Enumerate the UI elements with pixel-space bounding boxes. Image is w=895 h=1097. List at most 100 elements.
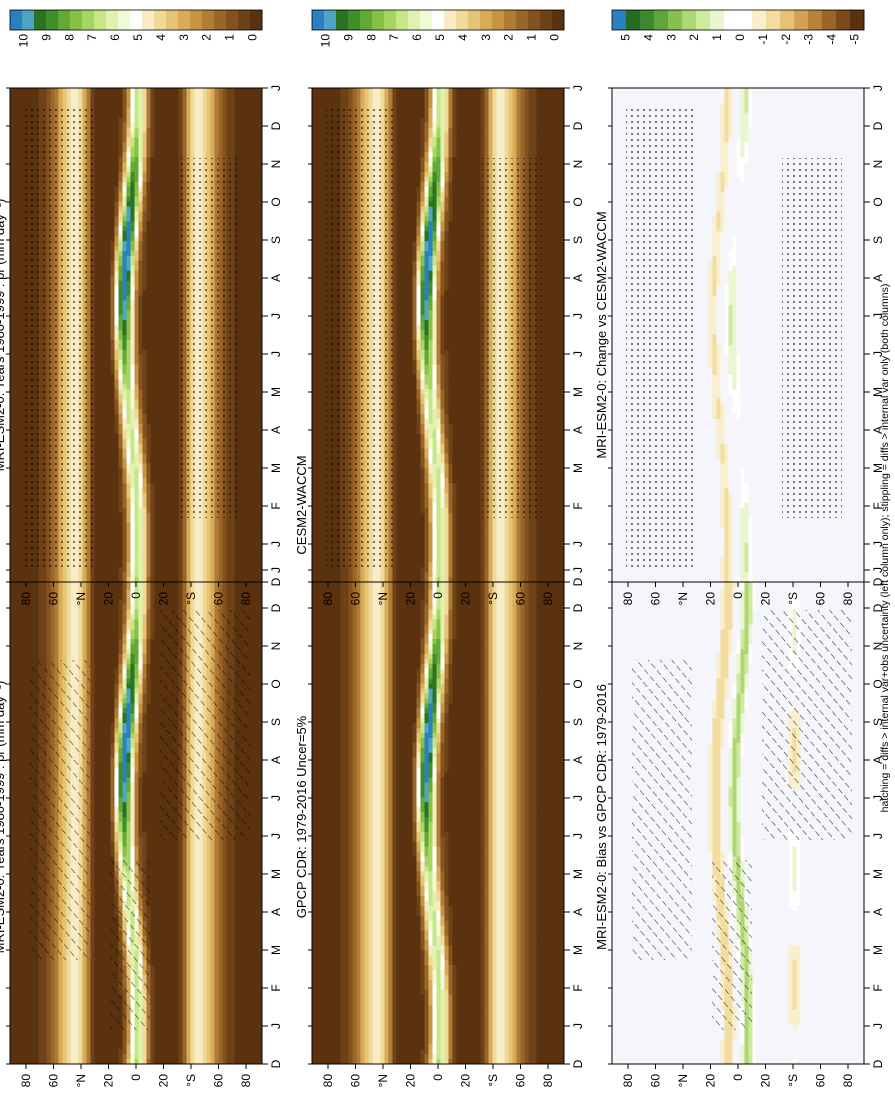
colorbar-cell [738, 10, 753, 30]
x-tick-label: A [571, 274, 585, 282]
colorbar-cell [348, 10, 361, 30]
x-tick-label: J [571, 833, 585, 839]
y-tick-label: 20 [759, 1074, 773, 1088]
x-tick-label: F [269, 502, 283, 509]
colorbar-tick-label: 3 [664, 34, 678, 41]
colorbar-cell [58, 10, 71, 30]
colorbar-cell [432, 10, 445, 30]
y-tick-label: °S [486, 1074, 500, 1087]
y-tick-label: 0 [431, 592, 445, 599]
colorbar-cell [480, 10, 493, 30]
x-tick-label: A [571, 756, 585, 764]
colorbar-tick-label: 8 [364, 34, 378, 41]
y-tick-label: 80 [321, 1074, 335, 1088]
x-tick-label: A [269, 756, 283, 764]
colorbar-cell [250, 10, 263, 30]
colorbar-cell [836, 10, 851, 30]
colorbar-frame [611, 9, 865, 31]
x-tick-label: M [871, 387, 885, 397]
x-tick-label: N [571, 160, 585, 169]
colorbar-cell [444, 10, 457, 30]
colorbar-cell [70, 10, 83, 30]
colorbar-tick-label: 2 [687, 34, 701, 41]
panel-observations: 109876543210DJFMAMJJASONDJ8060°N20020°S6… [294, 491, 585, 1088]
y-tick-label: °S [184, 592, 198, 605]
y-tick-label: 20 [157, 592, 171, 606]
colorbar-cell [766, 10, 781, 30]
colorbar-cell [808, 10, 823, 30]
y-tick-label: 60 [349, 1074, 363, 1088]
colorbar-cell [468, 10, 481, 30]
colorbar-tick-label: 0 [548, 34, 562, 41]
x-tick-label: D [571, 121, 585, 130]
colorbar-cell [142, 10, 155, 30]
x-tick-label: J [269, 351, 283, 357]
hatching-overlay [30, 610, 250, 1030]
x-tick-label: M [571, 387, 585, 397]
x-tick-label: M [269, 463, 283, 473]
colorbar-tick-label: 0 [733, 34, 747, 41]
colorbar-cell [682, 10, 697, 30]
y-tick-label: 60 [212, 592, 226, 606]
y-tick-label: 0 [731, 592, 745, 599]
colorbar-cell [214, 10, 227, 30]
x-tick-label: J [571, 85, 585, 91]
x-tick-label: A [871, 426, 885, 434]
x-tick-label: M [571, 869, 585, 879]
colorbar-tick-label: 1 [710, 34, 724, 41]
y-tick-label: °S [184, 1074, 198, 1087]
y-tick-label: 80 [841, 592, 855, 606]
panel-model-pr-hatched: 109876543210DJFMAMJJASONDJ8060°N20020°S6… [0, 491, 283, 1088]
x-tick-label: M [269, 945, 283, 955]
colorbar-cell [94, 10, 107, 30]
x-tick-label: M [871, 463, 885, 473]
colorbar-tick-label: 2 [200, 34, 214, 41]
figure-footnote: hatching = diffs > internal var+obs unce… [879, 284, 891, 813]
colorbar-cell [166, 10, 179, 30]
colorbar-tick-label: 10 [16, 34, 30, 48]
colorbar-cell [130, 10, 143, 30]
colorbar-tick-label: 5 [433, 34, 447, 41]
colorbar-cell [654, 10, 669, 30]
colorbar-frame [311, 9, 565, 31]
x-tick-label: A [871, 274, 885, 282]
x-tick-label: J [269, 1023, 283, 1029]
x-tick-label: J [871, 85, 885, 91]
panel-title: CESM2-WACCM [294, 455, 309, 554]
colorbar-cell [154, 10, 167, 30]
x-tick-label: J [871, 1023, 885, 1029]
x-tick-label: J [571, 567, 585, 573]
colorbar-cell [46, 10, 59, 30]
x-tick-label: J [571, 795, 585, 801]
x-tick-label: D [269, 577, 283, 586]
x-tick-label: F [571, 984, 585, 991]
y-tick-label: 20 [404, 592, 418, 606]
y-tick-label: 0 [129, 592, 143, 599]
x-tick-label: O [871, 679, 885, 688]
x-tick-label: D [871, 1059, 885, 1068]
colorbar-tick-label: 9 [39, 34, 53, 41]
colorbar-tick-label: 5 [618, 34, 632, 41]
colorbar-cell [492, 10, 505, 30]
x-tick-label: S [871, 236, 885, 244]
colorbar-cell [752, 10, 767, 30]
colorbar-tick-label: -5 [848, 34, 862, 45]
y-tick-label: °N [676, 592, 690, 605]
y-tick-label: 20 [459, 592, 473, 606]
x-tick-label: D [269, 603, 283, 612]
colorbar-cell [202, 10, 215, 30]
y-tick-label: 60 [47, 1074, 61, 1088]
colorbar-cell [336, 10, 349, 30]
colorbar-cell [82, 10, 95, 30]
colorbar-cell [22, 10, 35, 30]
y-tick-label: °S [786, 592, 800, 605]
x-tick-label: J [571, 351, 585, 357]
colorbar-cell [626, 10, 641, 30]
colorbar-cell [226, 10, 239, 30]
colorbar-cell [528, 10, 541, 30]
y-tick-label: 80 [19, 592, 33, 606]
y-tick-label: 80 [621, 1074, 635, 1088]
colorbar-cell [384, 10, 397, 30]
